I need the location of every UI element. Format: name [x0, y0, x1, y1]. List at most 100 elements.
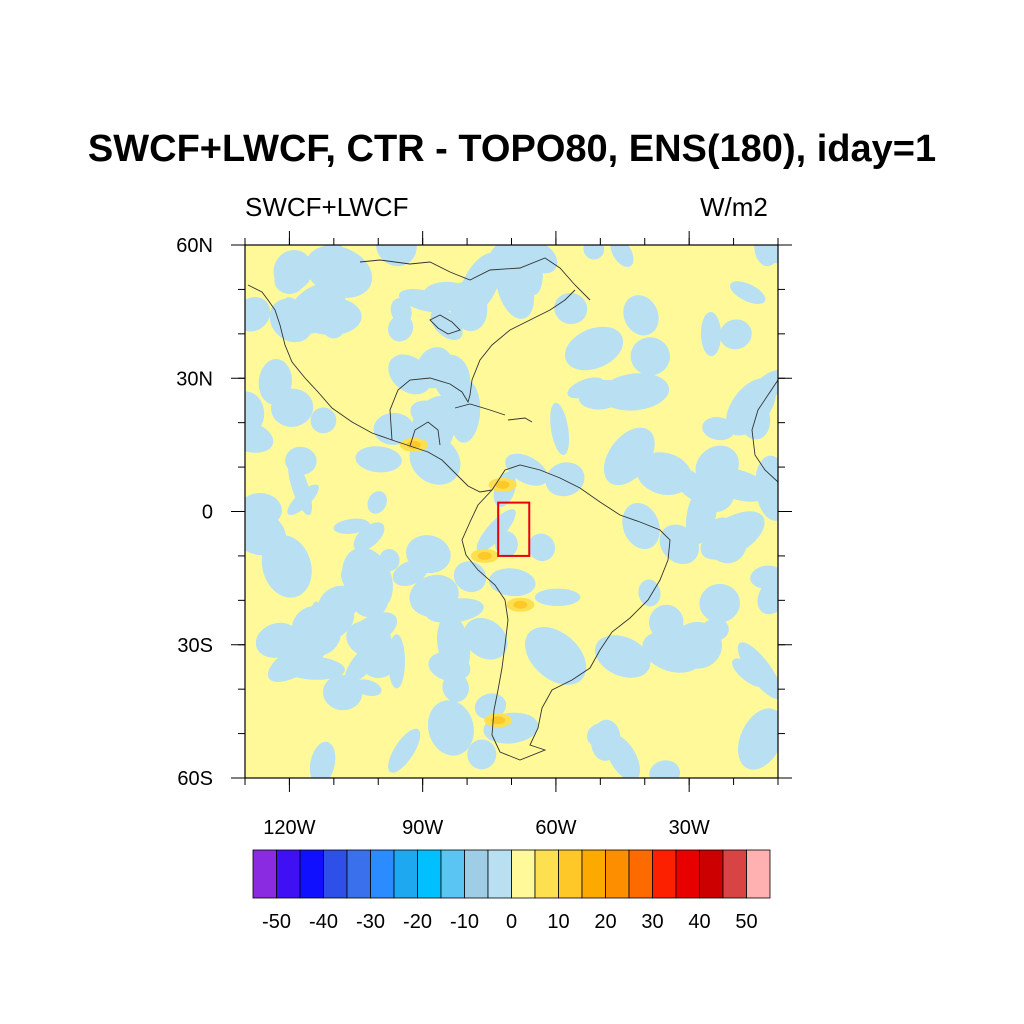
- negative-anomaly-patch: [449, 281, 488, 332]
- lat-tick-label: 60N: [176, 235, 213, 257]
- colorbar-label: 30: [641, 911, 663, 933]
- negative-anomaly-patch: [719, 319, 752, 350]
- figure-title: SWCF+LWCF, CTR - TOPO80, ENS(180), iday=…: [87, 128, 937, 170]
- negative-anomaly-patch: [467, 739, 497, 770]
- colorbar-swatch: [652, 849, 677, 899]
- peru-andes-core: [477, 551, 492, 560]
- northern-andes-core: [495, 480, 510, 489]
- negative-anomaly-patch: [322, 674, 363, 711]
- units-label: W/m2: [700, 192, 768, 222]
- negative-anomaly-patch: [340, 562, 367, 589]
- negative-anomaly-patch: [738, 708, 778, 770]
- coastline-cuba: [454, 403, 506, 416]
- negative-anomaly-patch: [245, 492, 282, 527]
- colorbar-label: -10: [450, 911, 479, 933]
- colorbar-swatch: [417, 849, 442, 899]
- colorbar-swatch: [299, 849, 324, 899]
- negative-anomaly-patch: [730, 281, 766, 304]
- negative-anomaly-patch: [398, 289, 454, 313]
- negative-anomaly-patch: [564, 326, 624, 371]
- negative-anomaly-patch: [622, 502, 660, 550]
- negative-anomaly-patch: [590, 719, 621, 761]
- colorbar-swatch: [440, 849, 465, 899]
- negative-anomaly-patch: [261, 535, 312, 598]
- negative-anomaly-patch: [317, 585, 360, 623]
- lon-tick-label: 120W: [263, 817, 315, 839]
- negative-anomaly-patch: [309, 741, 336, 778]
- negative-anomaly-field: [245, 245, 778, 778]
- negative-anomaly-patch: [699, 583, 740, 623]
- coastline-africa: [751, 379, 778, 483]
- negative-anomaly-patch: [388, 314, 414, 342]
- bolivia-andes-core: [513, 600, 528, 609]
- negative-anomaly-patch: [636, 452, 692, 495]
- negative-anomaly-patch: [706, 467, 770, 502]
- lon-tick-label: 30W: [669, 817, 710, 839]
- negative-anomaly-patch: [754, 245, 778, 267]
- negative-anomaly-patch: [554, 292, 588, 325]
- negative-anomaly-patch: [355, 446, 402, 473]
- negative-anomaly-patch: [488, 568, 536, 597]
- negative-anomaly-patch: [583, 245, 605, 260]
- coastline-hispaniola: [507, 417, 533, 423]
- negative-anomaly-patch: [528, 533, 556, 562]
- colorbar-label: 50: [735, 911, 757, 933]
- negative-anomaly-patch: [353, 522, 385, 551]
- negative-anomaly-patch: [525, 626, 587, 685]
- colorbar-label: 40: [688, 911, 710, 933]
- colorbar-swatch: [581, 849, 606, 899]
- colorbar-label: -50: [262, 911, 291, 933]
- negative-anomaly-patch: [700, 312, 722, 357]
- negative-anomaly-patch: [630, 337, 670, 376]
- coastline-south-america: [461, 464, 671, 761]
- negative-anomaly-patch: [545, 462, 585, 497]
- negative-anomaly-patch: [638, 579, 661, 607]
- colorbar-swatch: [699, 849, 724, 899]
- negative-anomaly-patch: [534, 588, 581, 606]
- study-region-box: [497, 501, 531, 557]
- negative-anomaly-patch: [487, 245, 531, 284]
- colorbar-swatch: [323, 849, 348, 899]
- negative-anomaly-patch: [474, 693, 507, 720]
- negative-anomaly-patch: [567, 377, 604, 399]
- coastlines: [247, 257, 778, 761]
- negative-anomaly-patch: [649, 760, 681, 778]
- colorbar-swatch: [746, 849, 771, 899]
- negative-anomaly-patch: [409, 574, 459, 617]
- negative-anomaly-patch: [453, 561, 487, 593]
- colorbar-label: 10: [547, 911, 569, 933]
- colorbar-swatch: [252, 849, 277, 899]
- colorbar-swatch: [628, 849, 653, 899]
- negative-anomaly-patch: [388, 728, 421, 773]
- negative-anomaly-patch: [755, 455, 778, 521]
- colorbar-label: -30: [356, 911, 385, 933]
- negative-anomaly-patch: [428, 651, 471, 682]
- negative-anomaly-patch: [348, 612, 398, 648]
- negative-anomaly-patch: [245, 391, 265, 436]
- negative-anomaly-patch: [245, 297, 271, 332]
- colorbar-swatch: [487, 849, 512, 899]
- colorbar-swatch: [276, 849, 301, 899]
- negative-anomaly-patch: [750, 565, 778, 589]
- patagonia-core: [491, 716, 506, 725]
- negative-anomaly-patch: [267, 638, 328, 682]
- lat-tick-label: 0: [202, 502, 213, 524]
- negative-anomaly-patch: [505, 453, 548, 486]
- map-axes: 60N 30N 0 30S 60S 120W 90W 60W 30W: [176, 231, 792, 839]
- colorbar-swatch: [511, 849, 536, 899]
- colorbar-swatch: [558, 849, 583, 899]
- central-america-core: [406, 440, 421, 449]
- colorbar-swatch: [605, 849, 630, 899]
- negative-anomaly-patch: [406, 535, 451, 574]
- lon-tick-label: 90W: [402, 817, 443, 839]
- negative-anomaly-patch: [737, 642, 778, 700]
- colorbar-swatch: [534, 849, 559, 899]
- negative-anomaly-patch: [310, 407, 337, 434]
- lon-tick-label: 60W: [535, 817, 576, 839]
- negative-anomaly-patch: [333, 518, 370, 534]
- negative-anomaly-patch: [287, 458, 313, 516]
- colorbar: -50 -40 -30 -20 -10 0 10 20 30 40 50: [252, 849, 771, 933]
- negative-anomaly-patch: [255, 622, 299, 658]
- colorbar-label: -20: [403, 911, 432, 933]
- colorbar-swatch: [370, 849, 395, 899]
